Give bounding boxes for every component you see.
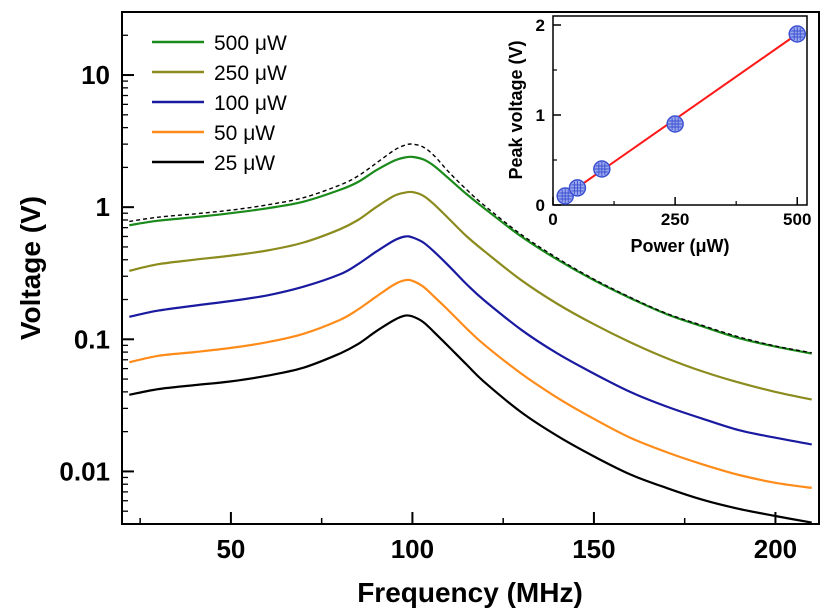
series-line-4: [129, 314, 812, 524]
inset-point: [788, 25, 806, 43]
series-line-2: [129, 235, 812, 446]
legend-label-0: 500 μW: [214, 32, 287, 55]
inset-x-tick-label: 0: [548, 210, 557, 229]
inset-chart: 0 250 500 0 1 2 Power (μW) Peak voltage (V): [506, 15, 811, 256]
inset-points-group: [556, 25, 806, 205]
inset-y-tick-label: 0: [536, 196, 545, 215]
main-y-tick-labels: 0.01 0.1 1 10: [59, 60, 110, 486]
y-tick-label: 1: [96, 192, 110, 222]
inset-x-axis-title: Power (μW): [630, 236, 729, 256]
series-line-1: [129, 190, 812, 401]
x-tick-label: 200: [754, 534, 797, 564]
inset-point: [666, 115, 684, 133]
inset-x-tick-label: 500: [783, 210, 811, 229]
inset-x-tick-label: 250: [661, 210, 689, 229]
inset-point: [593, 160, 611, 178]
inset-y-tick-labels: 0 1 2: [536, 16, 545, 215]
y-tick-label: 0.01: [59, 456, 110, 486]
x-tick-label: 100: [391, 534, 434, 564]
main-x-tick-labels: 50 100 150 200: [216, 534, 797, 564]
main-tick-marks: [122, 34, 777, 524]
inset-y-axis-title: Peak voltage (V): [506, 40, 526, 179]
main-y-axis-title: Voltage (V): [15, 196, 46, 340]
y-tick-label: 10: [81, 60, 110, 90]
inset-point: [568, 179, 587, 197]
x-tick-label: 50: [216, 534, 245, 564]
main-x-axis-title: Frequency (MHz): [357, 577, 583, 608]
x-tick-label: 150: [572, 534, 615, 564]
reference-dashed-line: [129, 143, 812, 354]
legend-label-2: 100 μW: [214, 92, 287, 115]
series-line-3: [129, 278, 812, 489]
inset-point: [556, 187, 574, 205]
inset-y-tick-label: 1: [536, 106, 545, 125]
legend-label-1: 250 μW: [214, 62, 287, 85]
main-series-group: [129, 143, 812, 524]
y-tick-label: 0.1: [74, 324, 110, 354]
legend: 500 μW 250 μW 100 μW 50 μW 25 μW: [152, 32, 287, 175]
legend-label-3: 50 μW: [214, 122, 275, 145]
inset-y-tick-label: 2: [536, 16, 545, 35]
inset-x-tick-labels: 0 250 500: [548, 210, 811, 229]
main-plot-frame: [121, 11, 820, 525]
legend-label-4: 25 μW: [214, 152, 275, 175]
inset-plot-frame: [552, 15, 808, 206]
inset-tick-marks: [552, 24, 798, 206]
